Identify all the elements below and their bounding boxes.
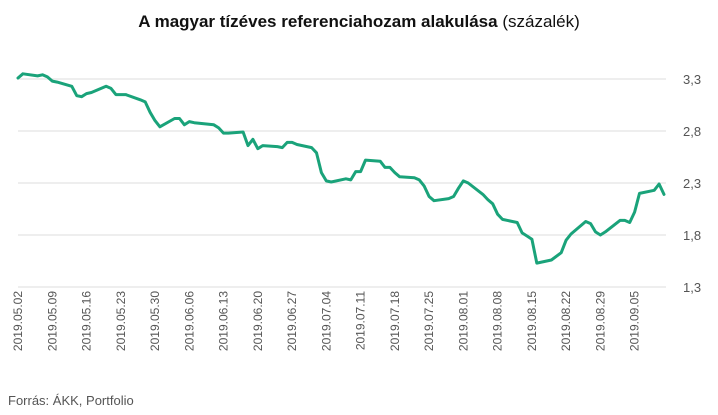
x-tick-label: 2019.05.02: [11, 291, 25, 351]
y-tick-label: 3,3: [683, 72, 701, 87]
x-tick-label: 2019.08.15: [525, 291, 539, 351]
yield-series-line: [16, 72, 666, 265]
x-tick-label: 2019.05.16: [80, 291, 94, 351]
x-tick-label: 2019.07.04: [319, 291, 333, 351]
x-tick-label: 2019.09.05: [628, 291, 642, 351]
x-tick-label: 2019.05.23: [114, 291, 128, 351]
x-axis-ticks: 2019.05.02 2019.05.09 2019.05.16 2019.05.23…: [11, 291, 642, 351]
x-tick-label: 2019.06.27: [285, 291, 299, 351]
chart-title-main: A magyar tízéves referenciahozam alakulá…: [138, 12, 498, 31]
x-tick-label: 2019.08.01: [456, 291, 470, 351]
x-tick-label: 2019.06.06: [182, 291, 196, 351]
x-tick-label: 2019.07.25: [422, 291, 436, 351]
x-tick-label: 2019.06.20: [251, 291, 265, 351]
chart-title: A magyar tízéves referenciahozam alakulá…: [0, 12, 718, 32]
x-tick-label: 2019.07.18: [388, 291, 402, 351]
x-tick-label: 2019.05.09: [45, 291, 59, 351]
x-tick-label: 2019.06.13: [217, 291, 231, 351]
y-axis-ticks: 3,3 2,8 2,3 1,8 1,3: [683, 72, 701, 295]
x-tick-label: 2019.05.30: [148, 291, 162, 351]
x-tick-label: 2019.08.22: [559, 291, 573, 351]
chart-title-unit: (százalék): [502, 12, 580, 31]
y-tick-label: 2,8: [683, 124, 701, 139]
y-tick-label: 2,3: [683, 176, 701, 191]
x-tick-label: 2019.07.11: [354, 291, 368, 350]
y-tick-label: 1,3: [683, 280, 701, 295]
y-tick-label: 1,8: [683, 228, 701, 243]
source-note: Forrás: ÁKK, Portfolio: [8, 393, 134, 408]
x-tick-label: 2019.08.29: [593, 291, 607, 351]
grid-lines: [18, 78, 666, 288]
x-tick-label: 2019.08.08: [491, 291, 505, 351]
